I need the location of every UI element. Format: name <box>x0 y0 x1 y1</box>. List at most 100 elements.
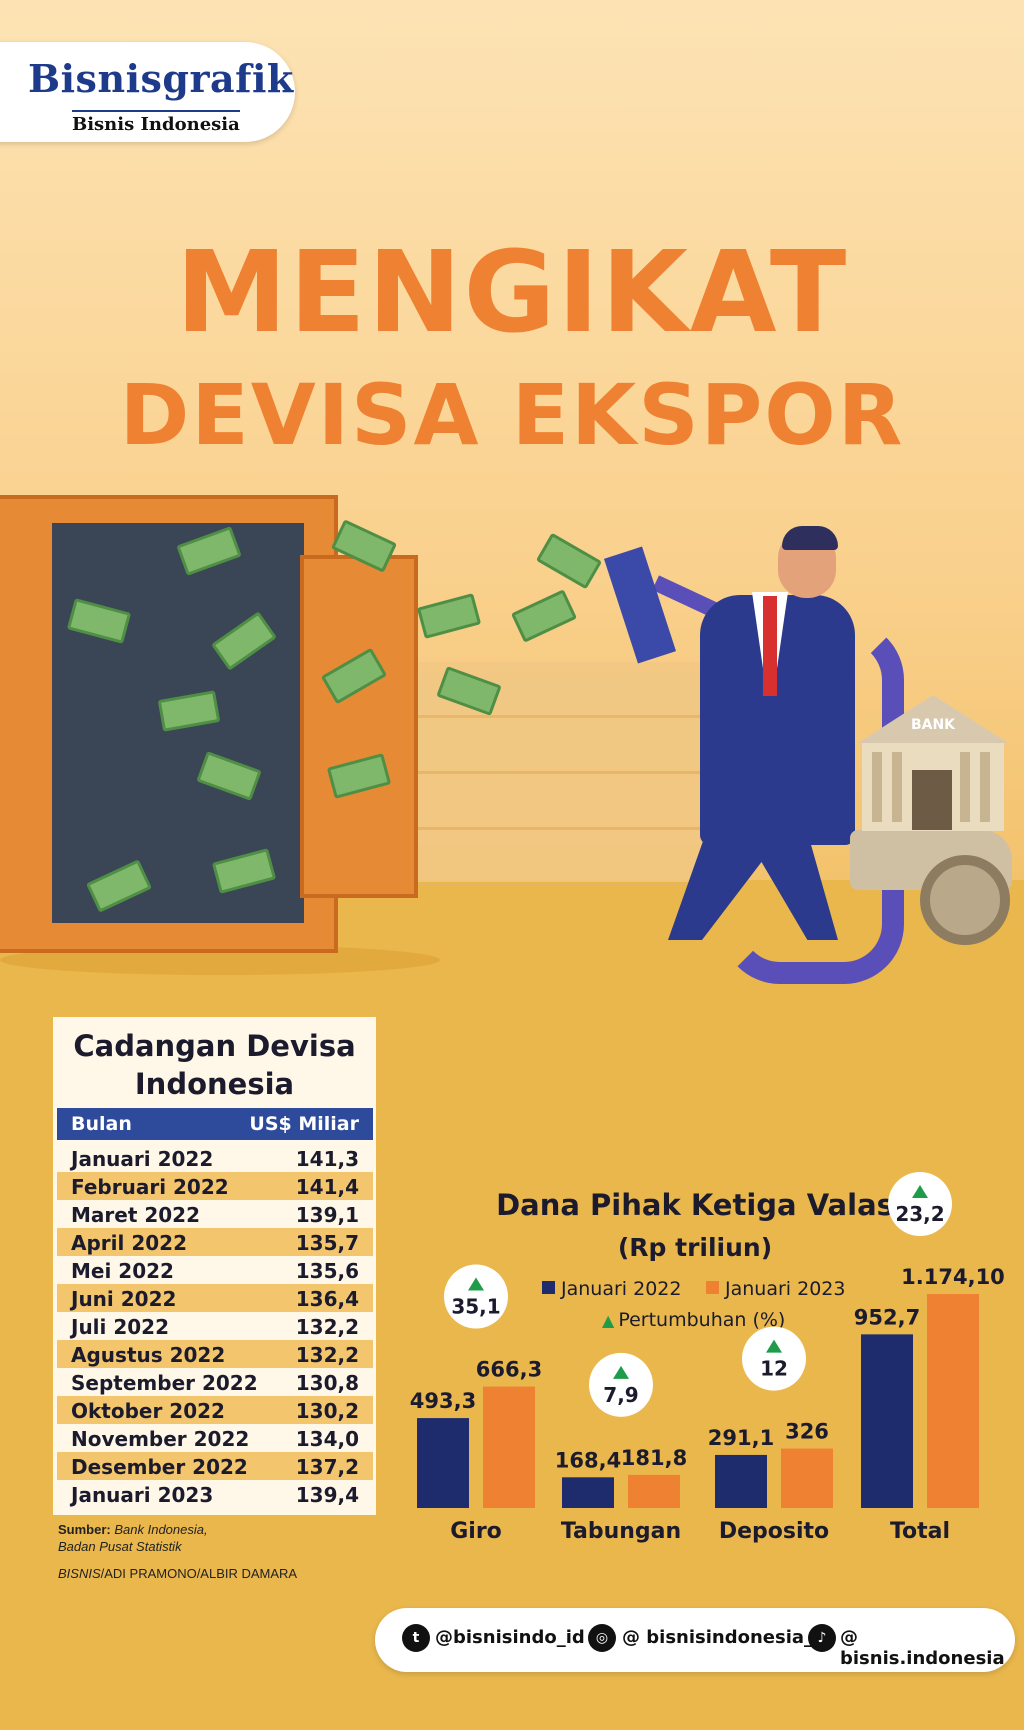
table-cell-value: 135,6 <box>295 1259 359 1283</box>
twitter-handle[interactable]: @bisnisindo_id <box>435 1627 585 1648</box>
category-label: Deposito <box>719 1519 829 1544</box>
tiktok-icon[interactable]: ♪ <box>808 1624 836 1652</box>
table-cell-value: 130,2 <box>295 1399 359 1423</box>
container-door <box>300 555 418 898</box>
crate-stack-illustration <box>410 662 720 886</box>
growth-badge <box>888 1172 952 1236</box>
growth-label: 35,1 <box>451 1295 500 1319</box>
table-row: Maret 2022 139,1 <box>57 1200 373 1228</box>
logo-subbrand: Bisnis Indonesia <box>72 110 240 135</box>
table-cell-value: 134,0 <box>295 1427 359 1451</box>
table-cell-month: Juli 2022 <box>71 1315 170 1339</box>
legend-swatch-2023 <box>706 1281 719 1294</box>
table-cell-value: 139,1 <box>295 1203 359 1227</box>
headline-line1: MENGIKAT <box>175 228 849 358</box>
table-cell-month: Desember 2022 <box>71 1455 248 1479</box>
table-row: April 2022 135,7 <box>57 1228 373 1256</box>
legend-label-growth: Pertumbuhan (%) <box>618 1309 786 1331</box>
bar-tabungan-2022 <box>562 1477 614 1508</box>
growth-label: 12 <box>760 1357 788 1381</box>
data-label: 326 <box>785 1420 829 1444</box>
table-cell-value: 141,4 <box>295 1175 359 1199</box>
data-label: 291,1 <box>708 1426 774 1450</box>
triangle-up-icon <box>766 1339 782 1353</box>
chart-title: Dana Pihak Ketiga Valas <box>496 1188 894 1222</box>
reserves-table-card <box>53 1017 376 1515</box>
triangle-up-icon <box>912 1185 928 1198</box>
credit: BISNIS/ADI PRAMONO/ALBIR DAMARA <box>58 1566 297 1581</box>
table-cell-month: Maret 2022 <box>71 1203 201 1227</box>
vacuum-wheel <box>920 855 1010 945</box>
table-cell-value: 137,2 <box>295 1455 359 1479</box>
legend-item-2023: Januari 2023 <box>706 1278 845 1300</box>
headline-line2: DEVISA EKSPOR <box>119 366 905 464</box>
bar-deposito-2023 <box>781 1448 833 1508</box>
table-row: Januari 2022 141,3 <box>57 1144 373 1172</box>
table-cell-month: September 2022 <box>71 1371 258 1395</box>
table-cell-month: November 2022 <box>71 1427 250 1451</box>
bank-label: BANK <box>910 717 956 733</box>
bar-total-2023 <box>927 1294 979 1508</box>
logo: Bisnisgrafik Bisnis Indonesia <box>0 42 295 142</box>
column-header-month: Bulan <box>71 1113 132 1135</box>
source-line1: Bank Indonesia, <box>114 1522 208 1537</box>
table-row: Desember 2022 137,2 <box>57 1452 373 1480</box>
category-label: Total <box>890 1519 950 1544</box>
table-cell-month: Januari 2022 <box>71 1147 214 1171</box>
table-cell-value: 135,7 <box>295 1231 359 1255</box>
twitter-icon[interactable]: t <box>402 1624 430 1652</box>
data-label: 493,3 <box>410 1389 476 1413</box>
data-label: 181,8 <box>621 1446 687 1470</box>
table-cell-month: Januari 2023 <box>71 1483 214 1507</box>
data-label: 1.174,10 <box>901 1265 1005 1289</box>
credit-people: /ADI PRAMONO/ALBIR DAMARA <box>100 1566 298 1581</box>
growth-label: 7,9 <box>603 1383 638 1407</box>
table-cell-value: 132,2 <box>295 1315 359 1339</box>
table-cell-value: 141,3 <box>295 1147 359 1171</box>
bank-door <box>912 770 952 830</box>
table-row: Juli 2022 132,2 <box>57 1312 373 1340</box>
instagram-icon[interactable]: ◎ <box>588 1624 616 1652</box>
chart-subtitle: (Rp triliun) <box>617 1233 773 1262</box>
table-cell-month: Juni 2022 <box>71 1287 177 1311</box>
legend-label-2022: Januari 2022 <box>561 1278 682 1300</box>
table-row: Juni 2022 136,4 <box>57 1284 373 1312</box>
reserves-table-title: Cadangan Devisa Indonesia <box>73 1029 356 1101</box>
growth-badge <box>589 1352 653 1417</box>
triangle-up-icon: ▲ <box>602 1311 615 1330</box>
data-label: 952,7 <box>854 1305 920 1329</box>
column-header-value: US$ Miliar <box>249 1113 359 1135</box>
bar-giro-2023 <box>483 1386 535 1508</box>
table-row: Januari 2023 139,4 <box>57 1480 373 1508</box>
bar-total-2022 <box>861 1334 913 1508</box>
legend-swatch-2022 <box>542 1281 555 1294</box>
table-cell-value: 136,4 <box>295 1287 359 1311</box>
source-note: Sumber: Bank Indonesia, Badan Pusat Stat… <box>58 1521 208 1555</box>
tiktok-handle[interactable]: @ bisnis.indonesia <box>840 1627 1005 1669</box>
table-cell-month: Oktober 2022 <box>71 1399 225 1423</box>
category-label: Giro <box>450 1519 502 1544</box>
table-row: Agustus 2022 132,2 <box>57 1340 373 1368</box>
table-row: Mei 2022 135,6 <box>57 1256 373 1284</box>
table-cell-value: 132,2 <box>295 1343 359 1367</box>
table-row: Oktober 2022 130,2 <box>57 1396 373 1424</box>
legend-item-growth: ▲ Pertumbuhan (%) <box>602 1309 785 1331</box>
bar-deposito-2022 <box>715 1454 767 1508</box>
table-cell-value: 130,8 <box>295 1371 359 1395</box>
table-cell-month: April 2022 <box>71 1231 187 1255</box>
bar-giro-2022 <box>417 1418 469 1508</box>
instagram-handle[interactable]: @ bisnisindonesia_id <box>622 1627 833 1648</box>
source-line2: Badan Pusat Statistik <box>58 1539 182 1554</box>
source-label: Sumber: <box>58 1522 111 1537</box>
legend-item-2022: Januari 2022 <box>542 1278 681 1300</box>
businessman-tie <box>763 596 777 696</box>
growth-badge <box>742 1326 806 1391</box>
businessman-hair <box>782 526 838 550</box>
triangle-up-icon <box>468 1277 484 1291</box>
growth-badge <box>444 1264 508 1329</box>
triangle-up-icon <box>613 1365 629 1379</box>
bar-tabungan-2023 <box>628 1474 680 1508</box>
table-row: September 2022 130,8 <box>57 1368 373 1396</box>
